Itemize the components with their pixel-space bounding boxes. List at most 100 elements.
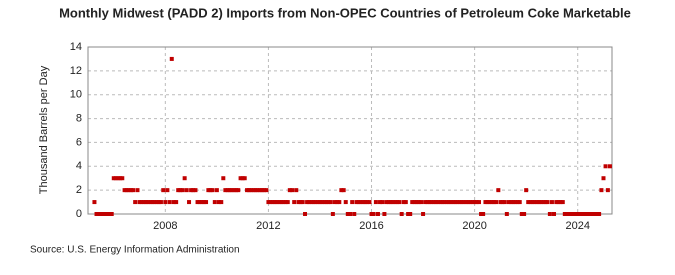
point bbox=[397, 200, 402, 205]
point bbox=[354, 200, 359, 205]
point bbox=[601, 176, 606, 181]
point bbox=[556, 200, 561, 205]
point bbox=[543, 200, 548, 205]
point bbox=[470, 200, 475, 205]
point bbox=[326, 200, 331, 205]
point bbox=[468, 200, 473, 205]
point bbox=[384, 200, 389, 205]
point bbox=[399, 212, 404, 216]
point bbox=[180, 188, 185, 193]
point bbox=[363, 200, 368, 205]
point bbox=[204, 200, 209, 205]
point bbox=[522, 212, 527, 216]
point bbox=[421, 212, 426, 216]
point bbox=[296, 200, 301, 205]
point bbox=[126, 188, 131, 193]
point bbox=[597, 212, 602, 216]
point bbox=[111, 176, 116, 181]
point bbox=[343, 200, 348, 205]
point bbox=[279, 200, 284, 205]
point bbox=[481, 212, 486, 216]
point bbox=[419, 200, 424, 205]
point bbox=[133, 200, 138, 205]
point bbox=[122, 188, 127, 193]
point bbox=[595, 212, 600, 216]
point bbox=[264, 188, 269, 193]
point bbox=[552, 212, 557, 216]
point bbox=[107, 212, 112, 216]
x-tick-label: 2008 bbox=[153, 220, 177, 232]
point bbox=[378, 200, 383, 205]
point bbox=[197, 200, 202, 205]
point bbox=[386, 200, 391, 205]
point bbox=[143, 200, 148, 205]
point bbox=[274, 200, 279, 205]
point bbox=[272, 200, 277, 205]
point bbox=[427, 200, 432, 205]
point bbox=[457, 200, 462, 205]
point bbox=[416, 200, 421, 205]
point bbox=[238, 176, 243, 181]
point bbox=[584, 212, 589, 216]
point bbox=[489, 200, 494, 205]
point bbox=[255, 188, 260, 193]
point bbox=[223, 188, 228, 193]
point bbox=[345, 212, 350, 216]
point bbox=[425, 200, 430, 205]
point bbox=[438, 200, 443, 205]
point bbox=[257, 188, 262, 193]
point bbox=[137, 200, 142, 205]
point bbox=[225, 188, 230, 193]
point bbox=[380, 200, 385, 205]
point bbox=[281, 200, 286, 205]
point bbox=[298, 200, 303, 205]
point bbox=[290, 188, 295, 193]
point bbox=[485, 200, 490, 205]
point bbox=[429, 200, 434, 205]
point bbox=[94, 212, 99, 216]
point bbox=[236, 188, 241, 193]
point bbox=[216, 200, 221, 205]
point bbox=[444, 200, 449, 205]
point bbox=[382, 212, 387, 216]
point bbox=[448, 200, 453, 205]
point bbox=[573, 212, 578, 216]
point bbox=[154, 200, 159, 205]
point bbox=[253, 188, 258, 193]
point bbox=[201, 200, 206, 205]
point bbox=[249, 188, 254, 193]
point bbox=[332, 200, 337, 205]
point bbox=[433, 200, 438, 205]
point bbox=[436, 200, 441, 205]
point bbox=[305, 200, 310, 205]
point bbox=[176, 188, 181, 193]
point bbox=[118, 176, 123, 181]
y-tick-label: 0 bbox=[76, 208, 82, 220]
point bbox=[199, 200, 204, 205]
point bbox=[487, 200, 492, 205]
point bbox=[586, 212, 591, 216]
point bbox=[560, 200, 565, 205]
point bbox=[309, 200, 314, 205]
point bbox=[124, 188, 129, 193]
point bbox=[165, 188, 170, 193]
point bbox=[511, 200, 516, 205]
point bbox=[270, 200, 275, 205]
point bbox=[592, 212, 597, 216]
point bbox=[545, 200, 550, 205]
point bbox=[182, 176, 187, 181]
point bbox=[483, 200, 488, 205]
point bbox=[259, 188, 264, 193]
point bbox=[277, 200, 282, 205]
point bbox=[588, 212, 593, 216]
point bbox=[577, 212, 582, 216]
point bbox=[100, 212, 105, 216]
y-tick-label: 8 bbox=[76, 112, 82, 124]
point bbox=[504, 212, 509, 216]
point bbox=[367, 200, 372, 205]
point bbox=[569, 212, 574, 216]
point bbox=[496, 188, 501, 193]
point bbox=[406, 212, 411, 216]
point bbox=[266, 200, 271, 205]
point bbox=[120, 176, 125, 181]
